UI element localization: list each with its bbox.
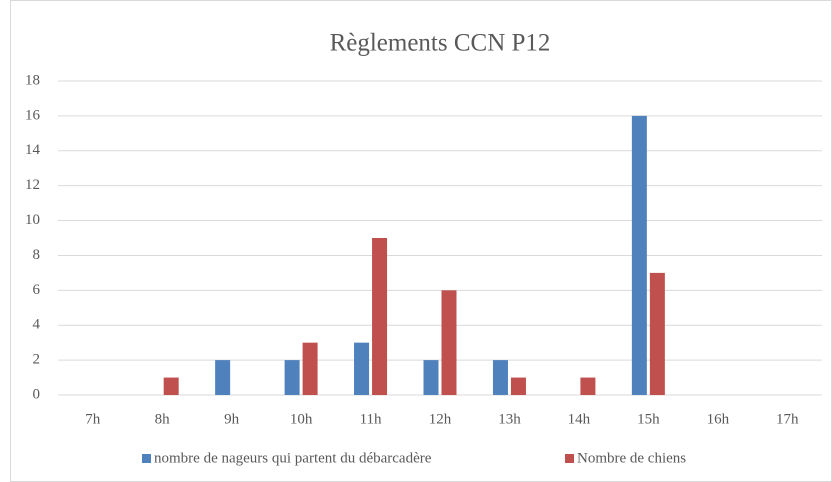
y-tick-label: 16 (25, 107, 41, 123)
y-tick-label: 12 (25, 177, 40, 193)
bar (492, 360, 508, 395)
bar (215, 360, 231, 395)
x-tick-label: 8h (155, 411, 171, 427)
chart-title: Règlements CCN P12 (330, 30, 551, 57)
y-tick-label: 18 (25, 72, 40, 88)
x-tick-label: 9h (224, 411, 240, 427)
bar (580, 377, 596, 395)
bar (649, 272, 665, 395)
x-tick-label: 7h (85, 411, 101, 427)
x-tick-label: 12h (429, 411, 452, 427)
bar (284, 360, 300, 395)
x-tick-label: 17h (776, 411, 799, 427)
bar (163, 377, 179, 395)
bar (302, 342, 318, 395)
y-tick-label: 2 (33, 352, 41, 368)
chart-frame (10, 0, 832, 482)
bar (631, 115, 647, 395)
bar (441, 290, 457, 395)
legend-label: Nombre de chiens (577, 450, 686, 466)
legend-swatch (565, 454, 574, 463)
x-tick-label: 15h (637, 411, 660, 427)
bar (510, 377, 526, 395)
legend-swatch (142, 454, 151, 463)
x-tick-label: 10h (290, 411, 313, 427)
x-tick-label: 14h (568, 411, 591, 427)
legend-label: nombre de nageurs qui partent du débarca… (154, 450, 432, 466)
y-tick-label: 4 (33, 317, 41, 333)
bar (423, 360, 439, 395)
y-tick-label: 6 (33, 282, 41, 298)
x-tick-label: 16h (707, 411, 730, 427)
bar (354, 342, 370, 395)
bar (372, 238, 388, 395)
y-tick-label: 10 (25, 212, 40, 228)
y-tick-label: 0 (33, 386, 41, 402)
x-tick-label: 11h (360, 411, 382, 427)
y-tick-label: 8 (33, 247, 41, 263)
x-tick-label: 13h (498, 411, 521, 427)
y-tick-label: 14 (25, 142, 41, 158)
